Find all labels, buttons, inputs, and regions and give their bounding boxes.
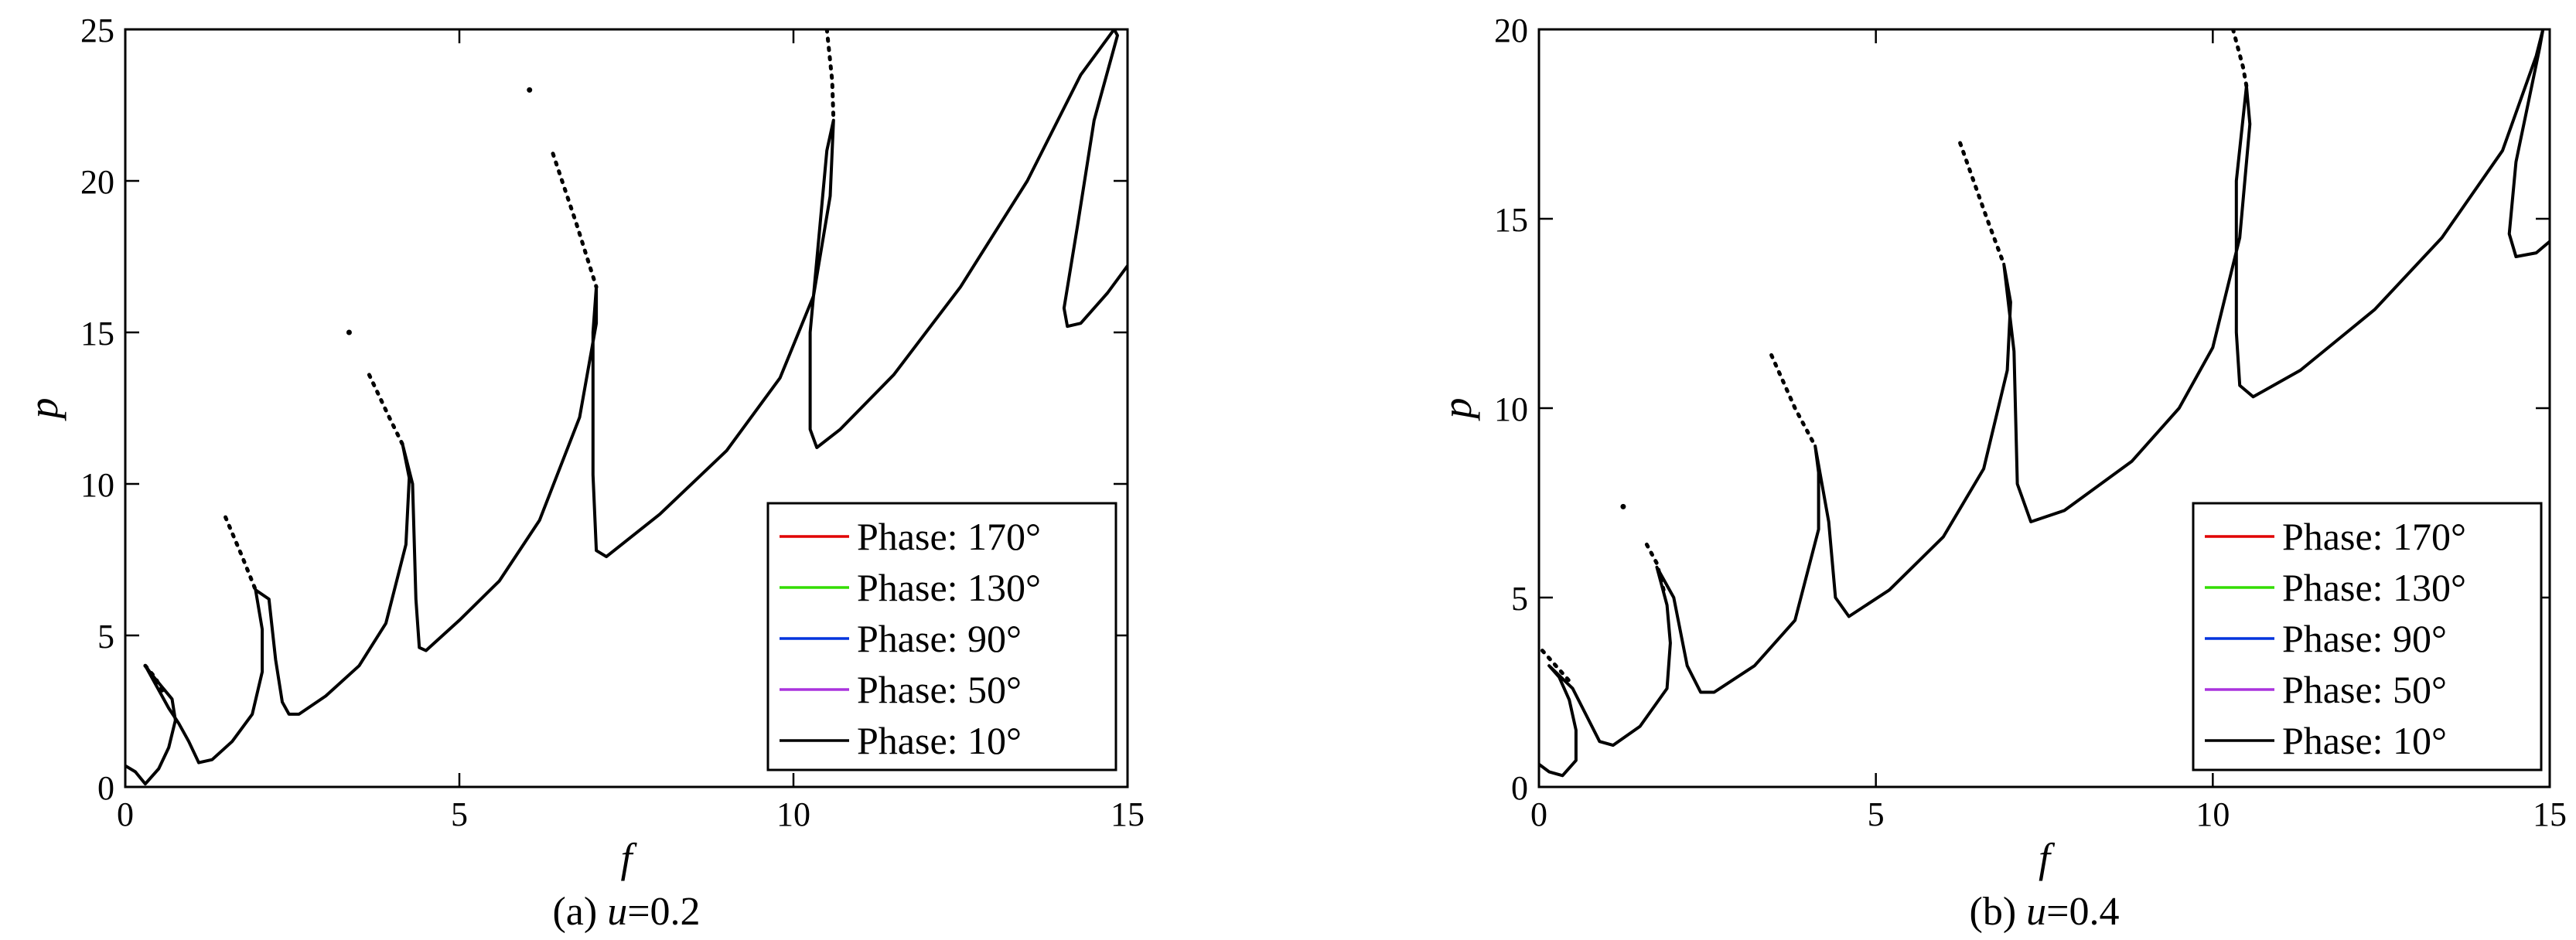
panel-caption: (a) u=0.2 xyxy=(552,890,700,934)
plot-area xyxy=(1539,29,2550,778)
series-dotted-tail xyxy=(824,29,836,123)
y-tick-label: 15 xyxy=(80,315,114,352)
legend-label: Phase: 50° xyxy=(2282,668,2447,711)
y-axis-label: p xyxy=(20,398,67,422)
y-tick-label: 15 xyxy=(1494,201,1528,239)
series-dotted-tail xyxy=(1540,649,1571,683)
legend-box xyxy=(2192,502,2543,771)
plot-area xyxy=(125,29,1128,786)
data-point xyxy=(1620,503,1626,509)
x-tick-label: 0 xyxy=(117,795,134,833)
legend-label: Phase: 90° xyxy=(857,617,1022,660)
y-tick-label: 0 xyxy=(97,769,114,807)
legend-label: Phase: 170° xyxy=(857,515,1041,558)
legend-label: Phase: 130° xyxy=(857,566,1041,609)
y-tick-label: 0 xyxy=(1511,769,1528,807)
series-dotted-tail xyxy=(223,515,258,592)
series-dotted-tail xyxy=(1958,141,2006,267)
data-point xyxy=(527,87,533,93)
y-tick-label: 5 xyxy=(1511,580,1528,618)
series-line-phase-10 xyxy=(125,29,1128,786)
legend-label: Phase: 90° xyxy=(2282,617,2447,660)
series-dotted-tail xyxy=(143,663,168,698)
caption-value: =0.2 xyxy=(627,890,700,934)
x-axis-label: f xyxy=(620,835,637,881)
x-tick-label: 10 xyxy=(776,795,810,833)
legend-label: Phase: 10° xyxy=(2282,719,2447,762)
series-dotted-tail xyxy=(1769,352,1817,448)
x-tick-label: 5 xyxy=(1868,795,1885,833)
y-tick-label: 20 xyxy=(80,163,114,201)
caption-value: =0.4 xyxy=(2046,890,2119,934)
x-tick-label: 5 xyxy=(451,795,468,833)
caption-prefix: (b) xyxy=(1970,890,2027,934)
legend: Phase: 170° Phase: 130° Phase: 90° Phase: 5… xyxy=(766,502,1117,771)
x-tick-label: 15 xyxy=(2533,795,2567,833)
legend-label: Phase: 10° xyxy=(857,719,1022,762)
x-tick-label: 10 xyxy=(2196,795,2230,833)
caption-variable: u xyxy=(2026,890,2046,934)
y-tick-label: 25 xyxy=(80,12,114,49)
y-tick-label: 10 xyxy=(80,466,114,504)
y-tick-label: 10 xyxy=(1494,390,1528,428)
y-axis-label: p xyxy=(1434,398,1480,422)
x-tick-label: 15 xyxy=(1111,795,1145,833)
series-dotted-tail xyxy=(2231,29,2249,88)
x-axis-label: f xyxy=(2039,835,2056,881)
y-tick-label: 5 xyxy=(97,618,114,656)
legend-label: Phase: 130° xyxy=(2282,566,2466,609)
legend-label: Phase: 50° xyxy=(857,668,1022,711)
series-dotted-tail xyxy=(367,373,405,447)
caption-variable: u xyxy=(607,890,627,934)
legend-label: Phase: 170° xyxy=(2282,515,2466,558)
data-point xyxy=(346,329,352,335)
plot-frame xyxy=(124,28,1129,788)
series-dotted-tail xyxy=(551,152,599,289)
x-tick-label: 0 xyxy=(1530,795,1547,833)
y-tick-label: 20 xyxy=(1494,12,1528,49)
caption-prefix: (a) xyxy=(552,890,607,934)
panel-caption: (b) u=0.4 xyxy=(1970,890,2120,934)
series-dotted-tail xyxy=(1644,542,1666,592)
series-line-phase-10 xyxy=(1539,29,2550,778)
legend-box xyxy=(766,502,1117,771)
legend: Phase: 170° Phase: 130° Phase: 90° Phase: 5… xyxy=(2192,502,2543,771)
